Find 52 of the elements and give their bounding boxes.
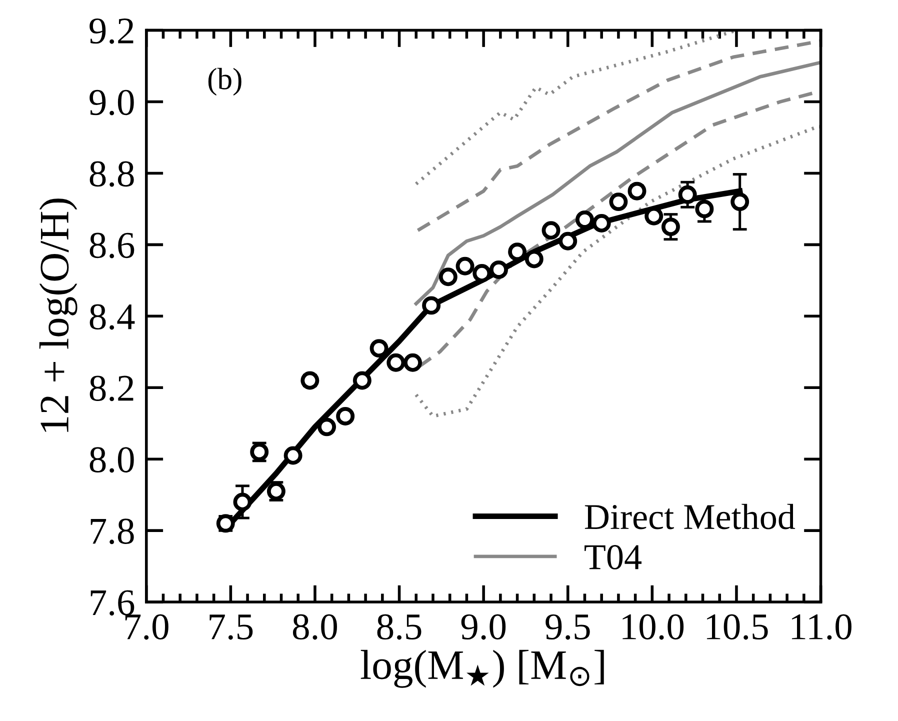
point	[233, 492, 252, 512]
y-tick-label: 9.0	[90, 90, 134, 116]
point	[300, 371, 320, 390]
point	[592, 214, 611, 232]
point	[318, 418, 336, 436]
y-tick-label: 7.8	[90, 518, 134, 544]
x-tick-label: 8.5	[377, 614, 422, 640]
y-tick-label: 7.6	[90, 590, 134, 616]
point	[661, 218, 680, 236]
point	[730, 192, 750, 212]
y-axis-title: 12 + log(O/H)	[39, 198, 78, 432]
legend-label: Direct Method	[584, 504, 796, 530]
point	[508, 242, 527, 262]
x-tick-label: 7.0	[125, 614, 168, 640]
x-tick-label: 7.5	[210, 614, 253, 640]
point	[284, 446, 302, 465]
x-tick-label: 10.5	[706, 614, 768, 640]
y-tick-label: 8.0	[90, 447, 134, 473]
point	[386, 353, 406, 372]
y-tick-label: 9.2	[90, 18, 134, 44]
line-series	[414, 60, 821, 306]
x-tick-label: 9.5	[546, 614, 590, 640]
point	[678, 185, 697, 204]
x-tick-label: 10.0	[622, 614, 684, 640]
x-tick-label: 8.0	[292, 614, 337, 640]
point	[524, 250, 544, 268]
point	[472, 264, 492, 283]
point	[609, 192, 628, 212]
x-axis-title: log(M$_{★}$) [M$_{⊙}$]	[360, 650, 604, 688]
legend-label: T04	[584, 545, 642, 570]
point	[456, 256, 474, 276]
annotation: (b)	[208, 68, 242, 96]
point	[558, 232, 578, 250]
point	[370, 339, 388, 358]
line-series	[416, 39, 821, 232]
line-series	[414, 125, 821, 418]
point	[422, 296, 441, 315]
x-tick-label: 9.0	[461, 614, 506, 640]
x-tick-label: 11.0	[792, 614, 852, 640]
point	[404, 353, 422, 372]
point	[438, 268, 458, 286]
point	[575, 210, 594, 229]
y-tick-label: 8.8	[90, 161, 134, 187]
point	[695, 200, 714, 218]
point	[542, 221, 560, 240]
y-tick-label: 8.2	[90, 376, 134, 402]
point	[352, 371, 372, 390]
point	[490, 260, 508, 279]
point	[336, 406, 355, 426]
y-tick-label: 8.4	[90, 304, 135, 330]
y-tick-label: 8.6	[90, 232, 134, 258]
point	[628, 182, 646, 200]
